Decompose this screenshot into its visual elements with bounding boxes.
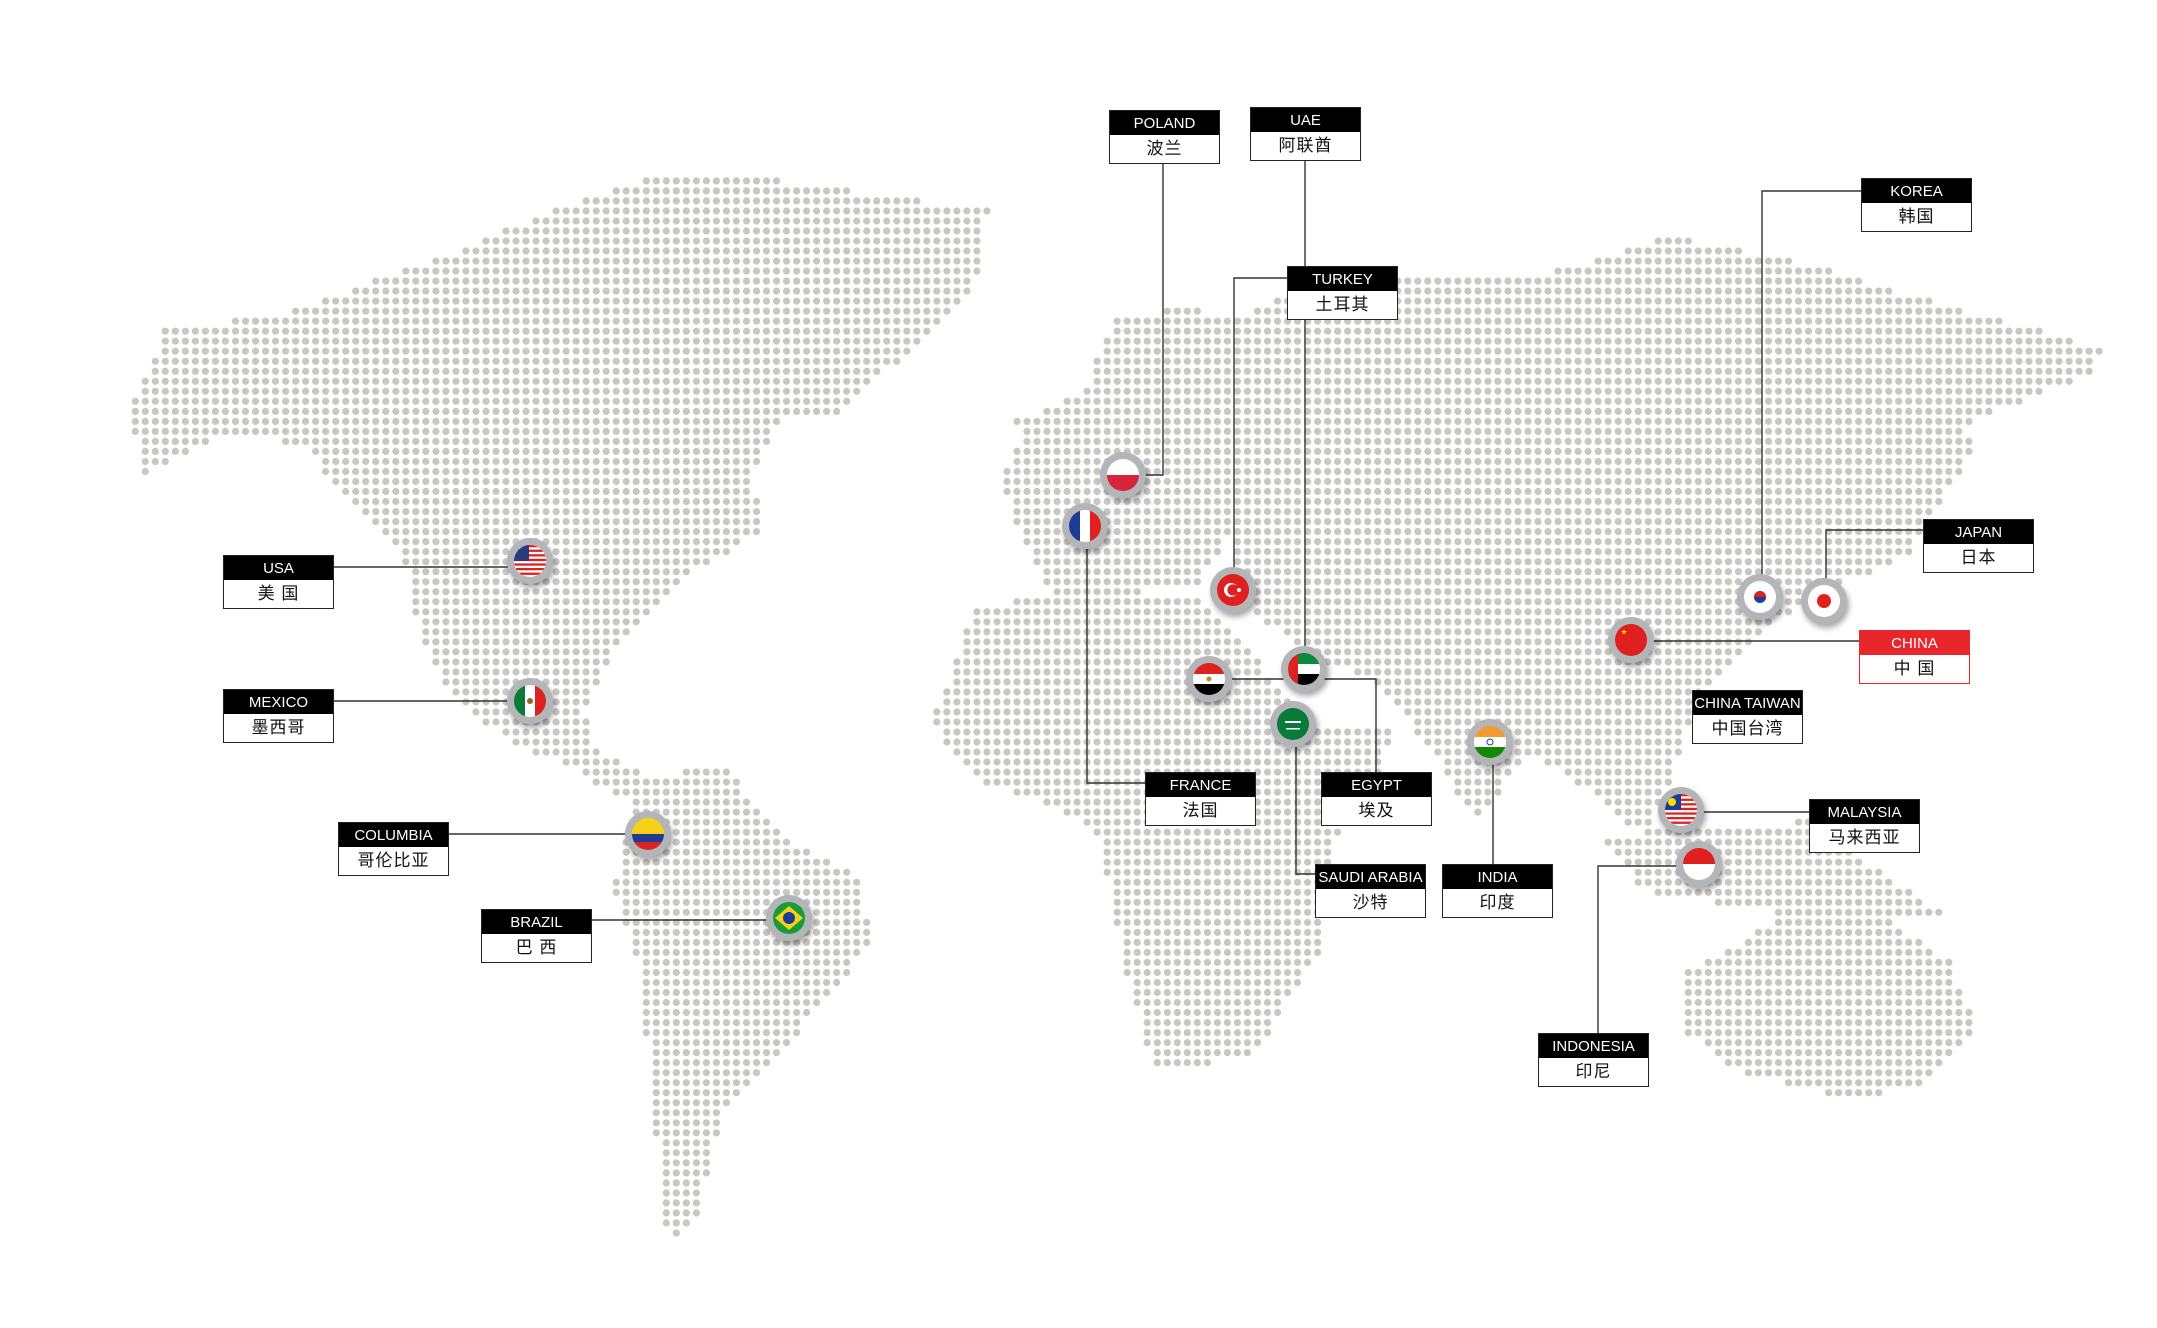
label-en: CHINA TAIWAN — [1693, 691, 1802, 715]
label-en: COLUMBIA — [339, 823, 448, 847]
label-china: CHINA 中 国 — [1859, 630, 1970, 684]
label-zh: 哥伦比亚 — [357, 851, 430, 870]
label-en: INDIA — [1443, 865, 1552, 889]
label-zh: 中 国 — [1893, 659, 1936, 678]
label-en: EGYPT — [1322, 773, 1431, 797]
label-zh: 巴 西 — [515, 938, 558, 957]
label-en: KOREA — [1862, 179, 1971, 203]
india-flag-icon[interactable] — [1467, 719, 1513, 765]
label-zh: 波兰 — [1146, 139, 1183, 158]
label-taiwan: CHINA TAIWAN 中国台湾 — [1692, 690, 1803, 744]
label-zh: 沙特 — [1352, 893, 1389, 912]
japan-flag-icon[interactable] — [1801, 578, 1847, 624]
turkey-flag-icon[interactable] — [1210, 567, 1256, 613]
china-flag-icon[interactable] — [1608, 617, 1654, 663]
label-zh: 阿联酋 — [1278, 136, 1333, 155]
label-zh: 印尼 — [1575, 1062, 1612, 1081]
label-en: TURKEY — [1288, 267, 1397, 291]
indonesia-flag-icon[interactable] — [1676, 841, 1722, 887]
connector-line-egypt — [1209, 678, 1377, 772]
label-zh: 法国 — [1182, 801, 1219, 820]
label-columbia: COLUMBIA 哥伦比亚 — [338, 822, 449, 876]
connector-line-indonesia — [1597, 865, 1699, 1033]
label-malaysia: MALAYSIA 马来西亚 — [1809, 799, 1920, 853]
label-egypt: EGYPT 埃及 — [1321, 772, 1432, 826]
label-zh: 日本 — [1960, 548, 1997, 567]
label-uae: UAE 阿联酋 — [1250, 107, 1361, 161]
label-en: SAUDI ARABIA — [1316, 865, 1425, 889]
label-zh: 墨西哥 — [251, 718, 306, 737]
colombia-flag-icon[interactable] — [625, 811, 671, 857]
label-en: POLAND — [1110, 111, 1219, 135]
connector-line-turkey — [1233, 277, 1287, 590]
poland-flag-icon[interactable] — [1100, 452, 1146, 498]
label-en: MEXICO — [224, 690, 333, 714]
label-saudi: SAUDI ARABIA 沙特 — [1315, 864, 1426, 918]
label-zh: 马来西亚 — [1828, 828, 1901, 847]
label-en: CHINA — [1860, 631, 1969, 655]
malaysia-flag-icon[interactable] — [1658, 787, 1704, 833]
saudi-arabia-flag-icon[interactable] — [1270, 701, 1316, 747]
label-zh: 美 国 — [257, 584, 300, 603]
label-poland: POLAND 波兰 — [1109, 110, 1220, 164]
connector-line-saudi — [1295, 724, 1315, 875]
label-en: MALAYSIA — [1810, 800, 1919, 824]
label-japan: JAPAN 日本 — [1923, 519, 2034, 573]
label-en: INDONESIA — [1539, 1034, 1648, 1058]
label-brazil: BRAZIL 巴 西 — [481, 909, 592, 963]
connector-lines — [334, 160, 1923, 1033]
label-zh: 土耳其 — [1315, 295, 1370, 314]
connector-line-france — [1086, 526, 1145, 784]
connector-line-korea — [1761, 190, 1861, 597]
label-en: UAE — [1251, 108, 1360, 132]
brazil-flag-icon[interactable] — [766, 895, 812, 941]
label-usa: USA 美 国 — [223, 555, 334, 609]
usa-flag-icon[interactable] — [507, 538, 553, 584]
label-en: USA — [224, 556, 333, 580]
korea-flag-icon[interactable] — [1737, 574, 1783, 620]
label-zh: 韩国 — [1898, 207, 1935, 226]
mexico-flag-icon[interactable] — [507, 678, 553, 724]
label-turkey: TURKEY 土耳其 — [1287, 266, 1398, 320]
label-zh: 中国台湾 — [1711, 719, 1784, 738]
label-france: FRANCE 法国 — [1145, 772, 1256, 826]
label-en: JAPAN — [1924, 520, 2033, 544]
label-en: BRAZIL — [482, 910, 591, 934]
egypt-flag-icon[interactable] — [1186, 656, 1232, 702]
label-korea: KOREA 韩国 — [1861, 178, 1972, 232]
uae-flag-icon[interactable] — [1281, 646, 1327, 692]
france-flag-icon[interactable] — [1062, 503, 1108, 549]
label-zh: 埃及 — [1358, 801, 1395, 820]
label-mexico: MEXICO 墨西哥 — [223, 689, 334, 743]
label-india: INDIA 印度 — [1442, 864, 1553, 918]
connector-line-japan — [1825, 529, 1923, 601]
land-dots — [131, 177, 2103, 1237]
label-indonesia: INDONESIA 印尼 — [1538, 1033, 1649, 1087]
label-zh: 印度 — [1479, 893, 1516, 912]
label-en: FRANCE — [1146, 773, 1255, 797]
